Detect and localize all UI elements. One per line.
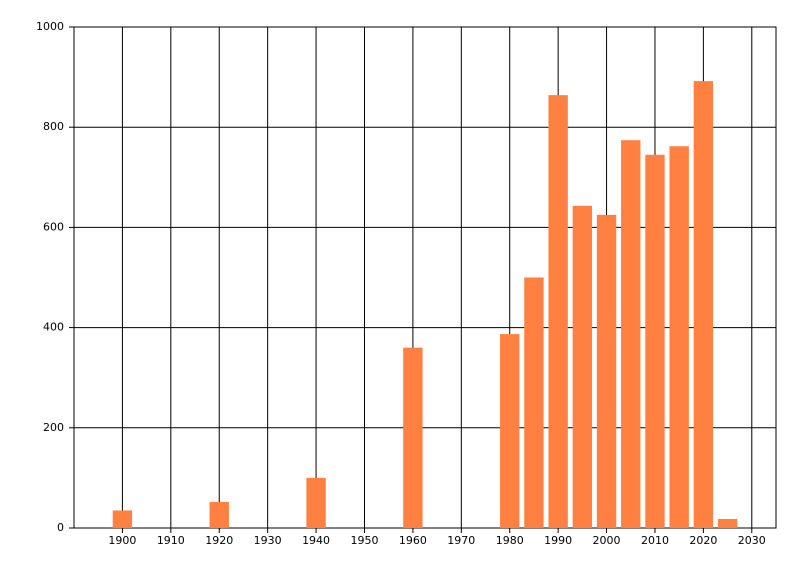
bar xyxy=(645,154,665,528)
bar xyxy=(669,146,689,528)
x-tick-label: 1950 xyxy=(350,534,378,547)
x-tick-label: 1900 xyxy=(108,534,136,547)
bar xyxy=(621,140,641,528)
y-tick-label: 600 xyxy=(43,220,64,233)
bar xyxy=(112,510,133,528)
x-tick-label: 2000 xyxy=(593,534,621,547)
x-tick-label: 2020 xyxy=(689,534,717,547)
x-tick-label: 1990 xyxy=(544,534,572,547)
bar xyxy=(572,205,593,528)
x-tick-label: 1940 xyxy=(302,534,330,547)
bar xyxy=(717,518,738,528)
bar xyxy=(693,81,714,528)
bar xyxy=(500,334,520,528)
x-tick-label: 2010 xyxy=(641,534,669,547)
x-tick-label: 1970 xyxy=(447,534,475,547)
x-tick-label: 1920 xyxy=(205,534,233,547)
y-tick-label: 0 xyxy=(57,521,64,534)
bar xyxy=(306,477,326,528)
x-tick-label: 2030 xyxy=(738,534,766,547)
bar xyxy=(403,347,423,528)
x-tick-label: 1960 xyxy=(399,534,427,547)
y-tick-label: 1000 xyxy=(36,20,64,33)
y-tick-label: 200 xyxy=(43,421,64,434)
x-tick-label: 1980 xyxy=(496,534,524,547)
plot-frame xyxy=(73,26,777,529)
y-tick-label: 400 xyxy=(43,321,64,334)
x-tick-label: 1910 xyxy=(157,534,185,547)
y-tick-label: 800 xyxy=(43,120,64,133)
bar xyxy=(209,501,229,528)
bar xyxy=(548,95,568,529)
bar xyxy=(596,214,617,528)
x-tick-label: 1930 xyxy=(254,534,282,547)
bar xyxy=(524,277,544,528)
